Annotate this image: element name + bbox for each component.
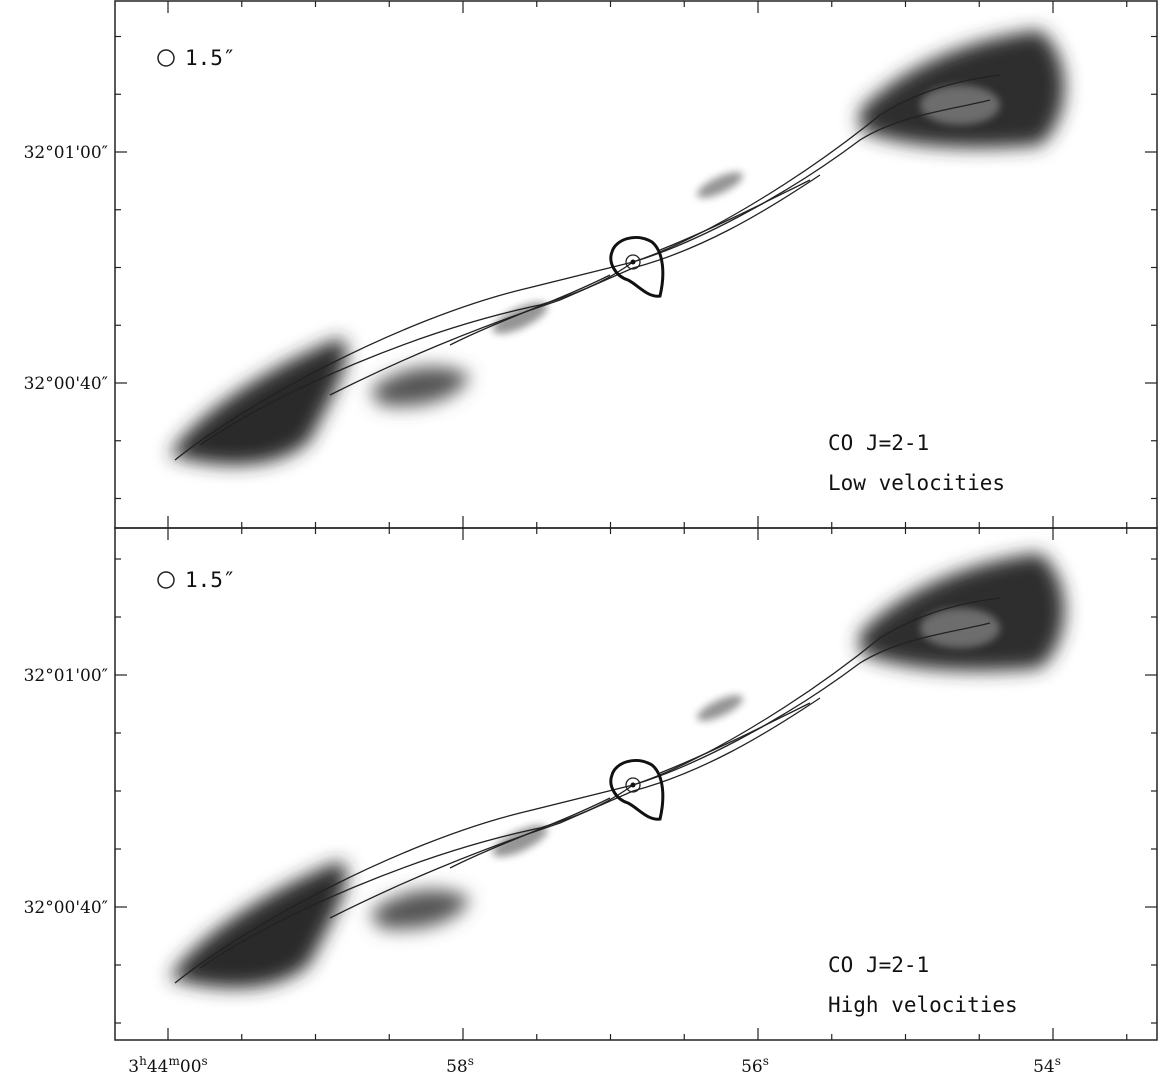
x-tick-label: 58s [446,1054,474,1077]
x-tick-label: 56s [741,1054,769,1077]
y-tick-label: 32°01'00″ [24,143,108,163]
y-tick-label: 32°00'40″ [24,898,108,918]
panel-bottom: 1.5″ CO J=2-1 High velocities 32°01'00″ … [24,527,1158,1041]
x-tick-label: 54s [1033,1054,1061,1077]
panel-label: Low velocities [828,471,1005,495]
x-tick-label: 3h44m00s [128,1054,207,1077]
y-tick-label: 32°01'00″ [24,666,108,686]
line-label: CO J=2-1 [828,953,929,977]
beam [157,571,175,589]
beam-label: 1.5″ [185,568,236,592]
panel-label: High velocities [828,993,1018,1017]
tick-marks [115,1,1157,1040]
y-tick-label: 32°00'40″ [24,374,108,394]
beam-label: 1.5″ [185,46,236,70]
beam [157,49,175,67]
line-label: CO J=2-1 [828,431,929,455]
panel-frame [114,527,1158,1041]
